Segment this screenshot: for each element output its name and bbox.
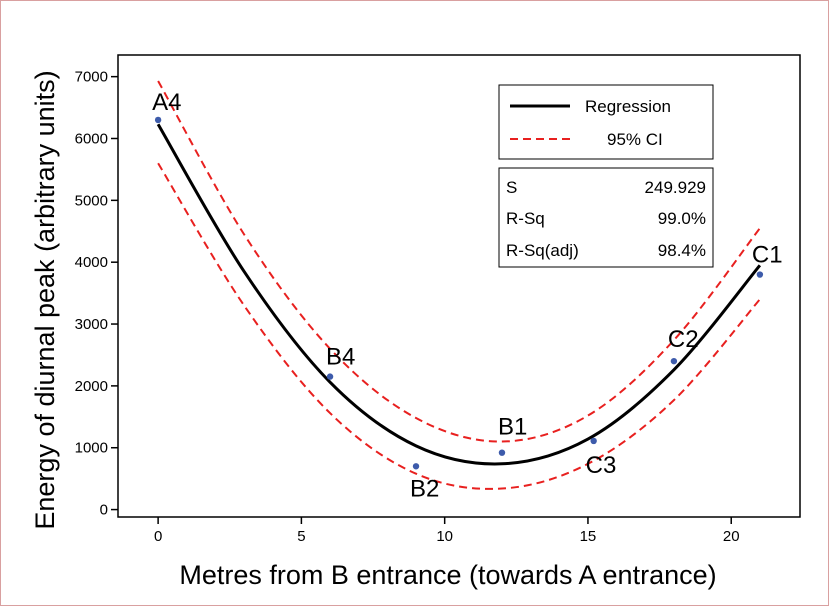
y-tick-label: 3000 xyxy=(75,316,108,333)
stats-label-s: S xyxy=(506,178,517,197)
point-label: C3 xyxy=(586,452,617,479)
stats-value-rsq-adj: 98.4% xyxy=(658,241,706,260)
x-axis-ticks: 0 5 10 15 20 xyxy=(154,517,740,545)
legend: Regression 95% CI xyxy=(498,84,714,160)
data-point xyxy=(756,271,764,278)
data-points: A4 B4 B2 B1 C3 C2 C1 xyxy=(152,89,782,502)
stats-table: S 249.929 R-Sq 99.0% R-Sq(adj) 98.4% xyxy=(498,167,714,268)
y-tick-label: 4000 xyxy=(75,254,108,271)
y-tick-label: 6000 xyxy=(75,130,108,147)
stats-value-rsq: 99.0% xyxy=(658,209,706,228)
y-tick-label: 5000 xyxy=(75,192,108,209)
data-point xyxy=(154,116,162,124)
y-axis-ticks: 0 1000 2000 3000 4000 5000 6000 7000 xyxy=(75,69,118,519)
stats-label-rsq-adj: R-Sq(adj) xyxy=(506,241,579,260)
data-point xyxy=(412,463,420,470)
point-label: B1 xyxy=(498,414,527,441)
plot-area xyxy=(117,54,801,518)
x-tick-label: 5 xyxy=(297,528,305,545)
y-tick-label: 1000 xyxy=(75,440,108,457)
legend-regression-label: Regression xyxy=(585,97,671,116)
x-axis-title: Metres from B entrance (towards A entran… xyxy=(179,560,716,590)
y-tick-label: 2000 xyxy=(75,378,108,395)
x-tick-label: 15 xyxy=(580,528,597,545)
y-tick-label: 0 xyxy=(100,502,108,519)
ci-lower-line xyxy=(157,162,761,490)
x-tick-label: 0 xyxy=(154,528,162,545)
x-tick-label: 20 xyxy=(723,528,740,545)
stats-box xyxy=(498,167,714,268)
point-label: C1 xyxy=(752,242,783,269)
point-label: B2 xyxy=(410,475,439,502)
data-point xyxy=(326,373,334,380)
x-tick-label: 10 xyxy=(436,528,453,545)
legend-ci-label: 95% CI xyxy=(607,130,663,149)
data-point xyxy=(670,357,678,365)
y-axis-title: Energy of diurnal peak (arbitrary units) xyxy=(30,70,60,529)
stats-value-s: 249.929 xyxy=(645,178,706,197)
y-tick-label: 7000 xyxy=(75,69,108,86)
regression-line xyxy=(156,123,762,466)
legend-box xyxy=(498,84,714,160)
stats-label-rsq: R-Sq xyxy=(506,209,545,228)
point-label: A4 xyxy=(152,89,181,116)
data-point xyxy=(498,449,506,456)
point-label: C2 xyxy=(668,326,699,353)
ci-upper-line xyxy=(157,80,761,443)
data-point xyxy=(590,437,597,445)
point-label: B4 xyxy=(326,344,355,371)
